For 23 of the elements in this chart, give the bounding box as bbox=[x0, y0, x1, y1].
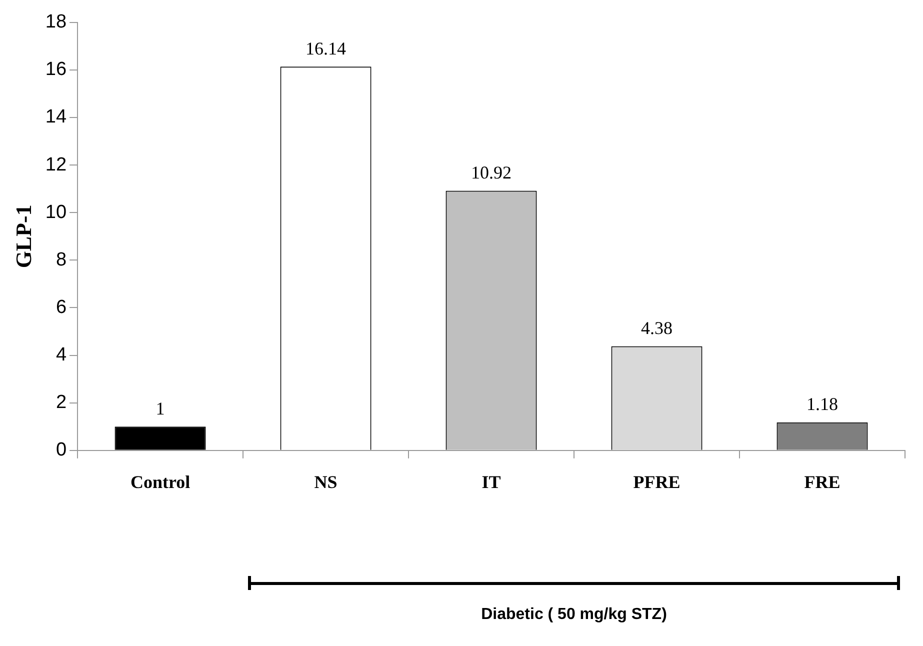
y-axis-title: GLP-1 bbox=[10, 204, 36, 268]
y-tick-label: 8 bbox=[56, 249, 67, 270]
y-tick-label: 6 bbox=[56, 296, 67, 318]
data-label: 1.18 bbox=[806, 394, 838, 414]
x-tick-label: FRE bbox=[804, 472, 840, 492]
data-label: 4.38 bbox=[641, 318, 673, 338]
y-tick-label: 16 bbox=[45, 59, 67, 80]
data-label: 10.92 bbox=[471, 162, 512, 182]
x-tick-label: IT bbox=[482, 472, 501, 492]
y-tick-label: 12 bbox=[45, 154, 67, 176]
data-label: 1 bbox=[156, 398, 165, 418]
data-label: 16.14 bbox=[306, 38, 346, 58]
y-tick-label: 4 bbox=[56, 344, 67, 366]
x-tick-label: NS bbox=[314, 472, 338, 492]
y-tick-label: 18 bbox=[45, 12, 67, 33]
y-tick-label: 14 bbox=[45, 106, 67, 128]
x-tick-label: PFRE bbox=[633, 472, 680, 492]
x-tick-label: Control bbox=[130, 472, 190, 492]
y-tick-label: 2 bbox=[56, 392, 67, 414]
y-tick-label: 10 bbox=[45, 202, 67, 223]
y-tick-label: 0 bbox=[56, 440, 67, 461]
text: Diabetic ( 50 mg/kg STZ) bbox=[480, 606, 668, 624]
bar bbox=[114, 426, 206, 450]
